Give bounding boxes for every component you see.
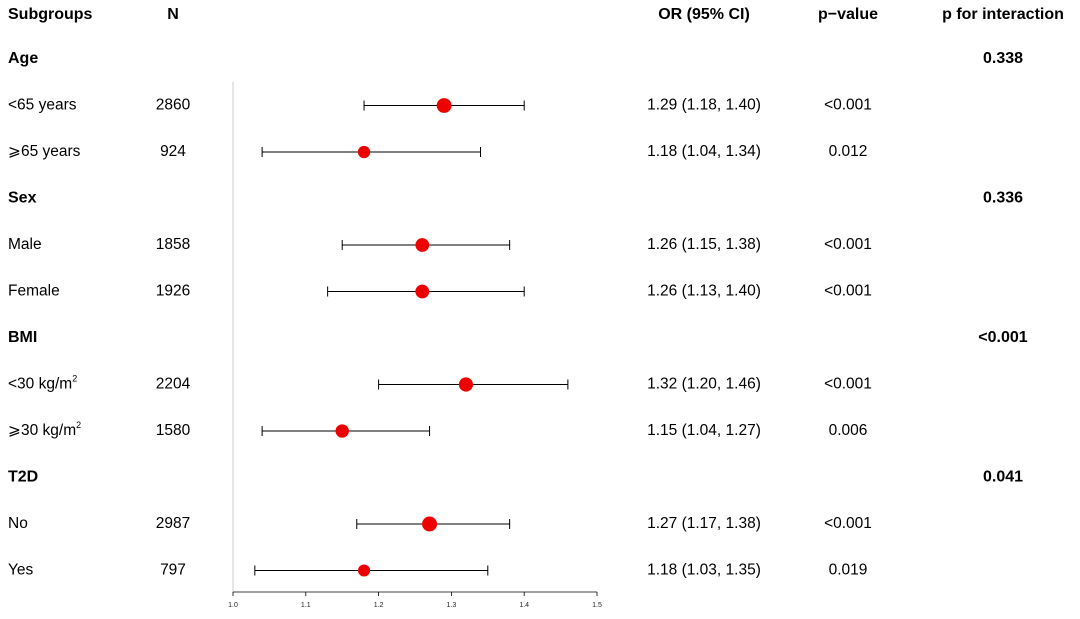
group-label: Sex [8,190,37,207]
group-label: T2D [8,469,38,486]
or-ci-value: 1.26 (1.15, 1.38) [647,236,761,253]
n-value: 2987 [156,515,190,532]
n-value: 2860 [156,97,191,114]
superscript: 2 [72,374,77,384]
subgroup-label: <30 kg/m2 [8,374,77,393]
subgroup-label: ⩾65 years [8,143,81,160]
header-p-value: p−value [818,6,878,23]
subgroup-label: Yes [8,562,34,579]
n-value: 797 [160,562,186,579]
subgroup-label: Male [8,236,42,253]
p-value: <0.001 [824,515,872,532]
or-ci-value: 1.18 (1.03, 1.35) [647,562,761,579]
x-tick-label: 1.3 [447,602,457,609]
n-value: 1858 [156,236,190,253]
or-ci-value: 1.32 (1.20, 1.46) [647,376,761,393]
group-label: Age [8,50,38,67]
or-ci-value: 1.29 (1.18, 1.40) [647,97,761,114]
or-ci-value: 1.18 (1.04, 1.34) [647,143,761,160]
or-point [335,424,349,438]
p-interaction-value: <0.001 [978,329,1027,346]
header-p-interaction: p for interaction [942,6,1064,23]
or-point [357,564,371,577]
x-tick-label: 1.1 [301,602,311,609]
or-point [422,516,438,532]
subgroup-label: ⩾30 kg/m2 [8,420,81,439]
n-value: 924 [160,143,186,160]
p-value: <0.001 [824,236,872,253]
or-ci-value: 1.15 (1.04, 1.27) [647,422,761,439]
or-point [415,238,430,252]
or-point [415,284,430,299]
x-tick-label: 1.0 [228,602,238,609]
subgroup-label-text: ⩾30 kg/m [8,422,76,439]
p-value: <0.001 [824,283,872,300]
p-interaction-value: 0.336 [983,190,1023,207]
subgroup-label: Female [8,283,60,300]
or-ci-value: 1.26 (1.13, 1.40) [647,283,761,300]
header-subgroups: Subgroups [8,6,93,23]
header-n: N [167,6,179,23]
or-ci-value: 1.27 (1.17, 1.38) [647,515,761,532]
x-tick-label: 1.5 [592,602,602,609]
group-label: BMI [8,329,37,346]
n-value: 1580 [156,422,191,439]
p-value: 0.006 [829,422,868,439]
x-tick-label: 1.4 [519,602,529,609]
subgroup-label-text: <30 kg/m [8,376,72,393]
superscript: 2 [76,420,81,430]
p-value: <0.001 [824,376,872,393]
header-or-ci: OR (95% CI) [658,6,750,23]
p-value: <0.001 [824,97,872,114]
p-value: 0.012 [829,143,868,160]
p-interaction-value: 0.041 [983,469,1023,486]
or-point [458,377,474,392]
n-value: 2204 [156,376,191,393]
subgroup-label: <65 years [8,97,77,114]
or-point [436,98,452,113]
or-point [357,145,371,159]
p-interaction-value: 0.338 [983,50,1023,67]
subgroup-label: No [8,515,28,532]
x-tick-label: 1.2 [374,602,384,609]
n-value: 1926 [156,283,190,300]
p-value: 0.019 [829,562,868,579]
